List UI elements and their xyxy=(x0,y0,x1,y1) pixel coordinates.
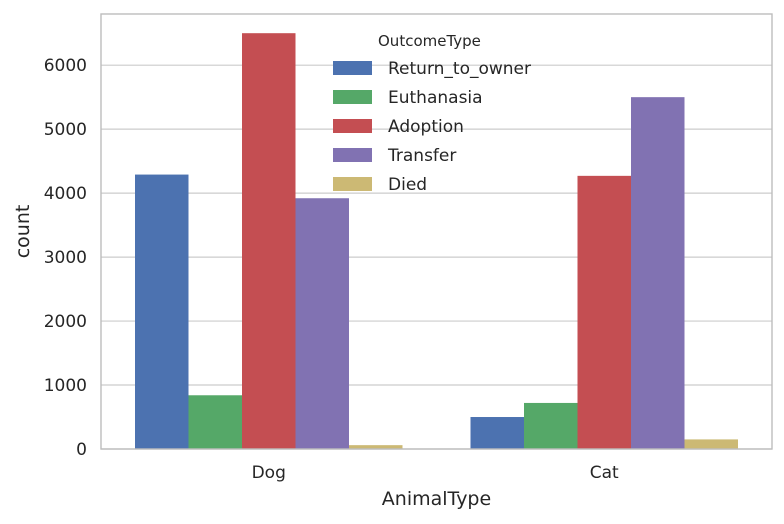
y-tick-label: 4000 xyxy=(44,184,87,204)
legend-title: OutcomeType xyxy=(378,32,481,50)
legend-label: Return_to_owner xyxy=(388,59,531,79)
y-tick-label: 2000 xyxy=(44,312,87,332)
bar-cat-died xyxy=(684,439,738,449)
bar-dog-died xyxy=(349,445,403,449)
y-tick-label: 6000 xyxy=(44,56,87,76)
legend-label: Died xyxy=(388,175,427,195)
legend-label: Adoption xyxy=(388,117,464,137)
x-tick-labels: Dog Cat xyxy=(252,463,619,483)
y-tick-label: 0 xyxy=(76,440,87,460)
bar-dog-return-to-owner xyxy=(135,174,189,450)
bar-group xyxy=(135,33,738,450)
plot-frame xyxy=(100,13,773,450)
legend-swatch xyxy=(333,177,372,191)
y-gridlines xyxy=(101,64,772,450)
y-tick-label: 5000 xyxy=(44,120,87,140)
x-tick-label: Cat xyxy=(590,463,619,483)
legend-swatch xyxy=(333,90,372,104)
legend-swatch xyxy=(333,148,372,162)
legend-label: Transfer xyxy=(387,146,456,166)
bar-dog-adoption xyxy=(242,33,296,450)
y-tick-label: 3000 xyxy=(44,248,87,268)
bar-cat-euthanasia xyxy=(524,402,578,449)
y-axis-label: count xyxy=(12,205,34,259)
legend-swatch xyxy=(333,119,372,133)
bar-dog-transfer xyxy=(295,198,349,449)
bar-cat-transfer xyxy=(631,97,685,449)
x-axis-label: AnimalType xyxy=(382,488,491,510)
legend: OutcomeType Return_to_owner Euthanasia Ado… xyxy=(333,32,531,195)
y-tick-labels: 0 1000 2000 3000 4000 5000 6000 xyxy=(44,56,87,460)
y-tick-label: 1000 xyxy=(44,376,87,396)
bar-dog-euthanasia xyxy=(188,395,242,449)
legend-swatch xyxy=(333,61,372,75)
x-tick-label: Dog xyxy=(252,463,286,483)
legend-label: Euthanasia xyxy=(388,88,483,108)
bar-cat-adoption xyxy=(577,175,631,449)
bar-cat-return-to-owner xyxy=(470,417,524,449)
